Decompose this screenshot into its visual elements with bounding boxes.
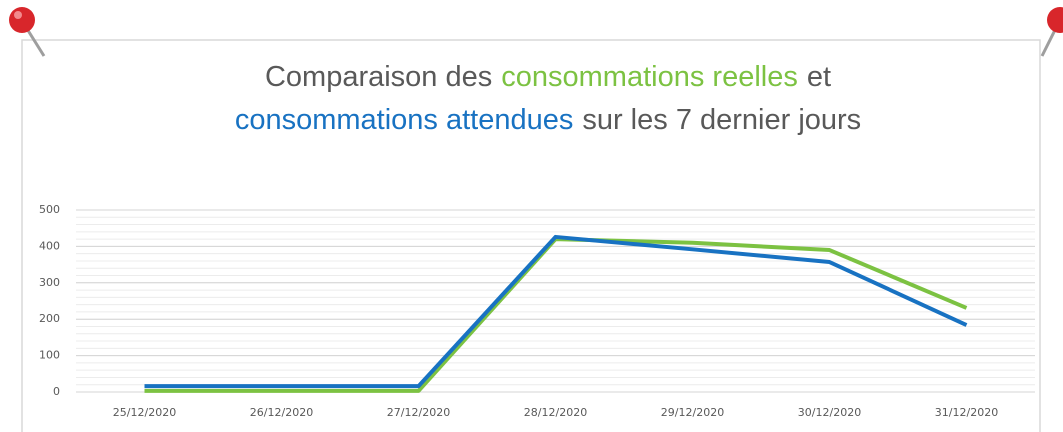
y-tick-label: 200 bbox=[39, 312, 60, 325]
x-tick-label: 27/12/2020 bbox=[387, 406, 450, 419]
title-part: et bbox=[807, 61, 831, 93]
title-part: sur les 7 dernier jours bbox=[582, 104, 861, 136]
title-series: consommations attendues bbox=[235, 104, 574, 136]
y-tick-label: 300 bbox=[39, 276, 60, 289]
y-tick-label: 400 bbox=[39, 239, 60, 252]
chart: Comparaison des consommations reelles et c… bbox=[0, 0, 1063, 432]
title-series: consommations reelles bbox=[501, 61, 798, 93]
x-tick-label: 31/12/2020 bbox=[935, 406, 998, 419]
x-tick-label: 29/12/2020 bbox=[661, 406, 724, 419]
x-tick-label: 30/12/2020 bbox=[798, 406, 861, 419]
card bbox=[22, 40, 1040, 432]
title-part: Comparaison des bbox=[265, 61, 492, 93]
chart-title: Comparaison des consommations reelles et bbox=[265, 61, 831, 93]
x-tick-label: 28/12/2020 bbox=[524, 406, 587, 419]
x-tick-label: 25/12/2020 bbox=[113, 406, 176, 419]
pin-right bbox=[1042, 7, 1063, 56]
x-tick-label: 26/12/2020 bbox=[250, 406, 313, 419]
y-tick-label: 0 bbox=[53, 385, 60, 398]
y-tick-label: 100 bbox=[39, 349, 60, 362]
y-tick-label: 500 bbox=[39, 203, 60, 216]
